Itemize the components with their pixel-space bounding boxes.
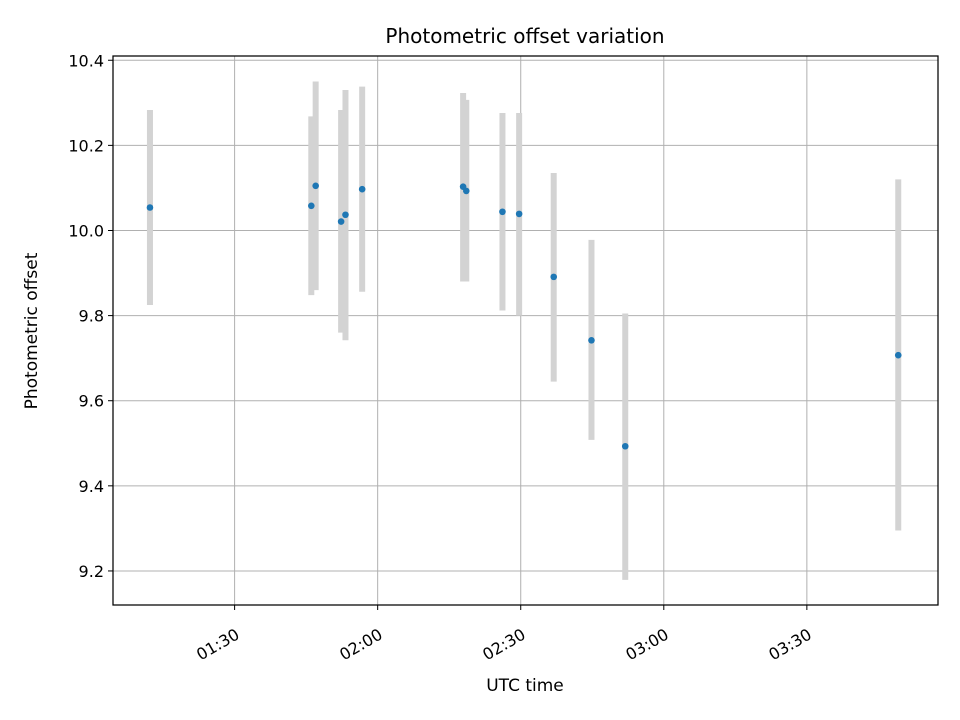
data-point: [342, 211, 349, 219]
data-points: [146, 182, 902, 450]
y-tick-label: 9.4: [79, 477, 104, 496]
data-point: [312, 182, 319, 190]
data-point: [337, 218, 345, 225]
data-point: [308, 202, 315, 210]
data-point: [499, 208, 506, 216]
data-point: [146, 204, 154, 211]
data-point: [515, 210, 523, 218]
y-tick-label: 9.2: [79, 562, 104, 581]
y-tick-label: 9.8: [79, 307, 104, 326]
data-point: [358, 185, 366, 193]
data-point: [550, 273, 558, 281]
y-tick-label: 9.6: [79, 392, 104, 411]
data-point: [621, 442, 629, 450]
y-tick-label: 10.0: [68, 221, 104, 240]
y-tick-label: 10.4: [68, 51, 104, 70]
data-point: [894, 351, 902, 359]
data-point: [588, 336, 595, 344]
x-axis-label: UTC time: [486, 676, 564, 696]
plot-frame: [112, 55, 939, 606]
y-axis-label: Photometric offset: [22, 252, 42, 409]
y-tick-label: 10.2: [68, 136, 104, 155]
data-point: [462, 187, 470, 195]
chart-title: Photometric offset variation: [385, 24, 664, 48]
grid-lines: [113, 56, 938, 605]
